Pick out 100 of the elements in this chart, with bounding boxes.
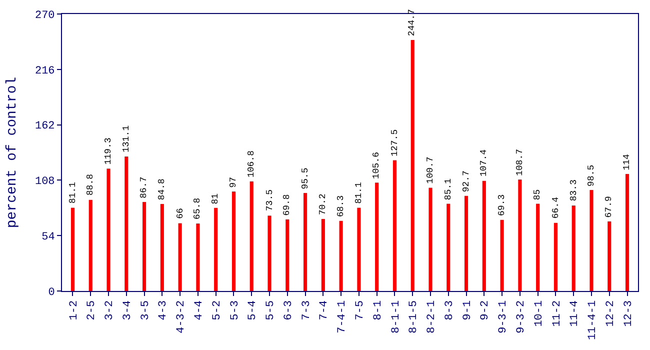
x-tick-label: 8-1-1 bbox=[390, 300, 402, 334]
x-tick-label: 8-2-1 bbox=[426, 300, 438, 334]
x-tick-label: 7-5 bbox=[354, 300, 367, 320]
bar bbox=[464, 196, 468, 291]
bar bbox=[232, 191, 236, 291]
bar bbox=[536, 204, 540, 291]
x-tick-label: 7-4-1 bbox=[336, 300, 349, 334]
bar bbox=[500, 220, 504, 291]
bar bbox=[124, 156, 128, 291]
x-tick-label: 5-2 bbox=[211, 300, 224, 320]
bar bbox=[357, 208, 361, 291]
data-label: 66 bbox=[175, 208, 186, 219]
data-label: 107.4 bbox=[478, 149, 489, 176]
data-label: 69.8 bbox=[282, 194, 292, 216]
bar bbox=[375, 182, 379, 291]
bar bbox=[106, 168, 110, 291]
data-label: 131.1 bbox=[121, 125, 132, 152]
bar bbox=[446, 204, 450, 291]
data-label: 97 bbox=[228, 176, 239, 188]
x-tick-label: 5-4 bbox=[247, 300, 260, 320]
data-label: 86.7 bbox=[139, 176, 150, 198]
data-label: 105.6 bbox=[372, 152, 382, 179]
data-label: 65.8 bbox=[192, 198, 202, 220]
x-tick-label: 4-3-2 bbox=[176, 300, 188, 334]
data-label: 106.8 bbox=[246, 150, 257, 178]
data-label: 67.9 bbox=[604, 196, 614, 218]
x-tick-label: 9-1 bbox=[462, 300, 474, 320]
x-tick-label: 4-3 bbox=[158, 300, 170, 320]
bar bbox=[142, 202, 146, 291]
bar bbox=[88, 200, 92, 291]
bar bbox=[482, 180, 486, 291]
bar bbox=[268, 216, 272, 291]
x-tick-label: 12-2 bbox=[604, 300, 617, 327]
data-label: 92.7 bbox=[461, 170, 472, 192]
x-tick-label: 8-1-5 bbox=[408, 300, 420, 334]
bar bbox=[196, 223, 200, 291]
bar bbox=[428, 188, 432, 291]
data-label: 88.8 bbox=[86, 174, 96, 196]
bar bbox=[410, 40, 414, 291]
bar bbox=[250, 181, 254, 291]
bar bbox=[625, 174, 630, 291]
data-label: 68.3 bbox=[336, 195, 346, 217]
x-tick-label: 11-4 bbox=[569, 300, 582, 327]
data-label: 98.5 bbox=[586, 164, 597, 186]
x-tick-label: 3-4 bbox=[122, 300, 134, 320]
data-label: 69.3 bbox=[497, 194, 508, 216]
data-label: 119.3 bbox=[103, 138, 114, 165]
bar bbox=[518, 179, 522, 291]
x-tick-label: 3-5 bbox=[140, 300, 152, 320]
data-label: 81.1 bbox=[354, 182, 364, 204]
x-tick-label: 5-5 bbox=[265, 300, 278, 320]
bar bbox=[160, 204, 164, 291]
y-tick-label: 108 bbox=[34, 176, 55, 188]
bar bbox=[321, 218, 325, 291]
data-label: 73.5 bbox=[264, 189, 275, 212]
data-label: 66.4 bbox=[550, 196, 561, 219]
y-tick-label: 54 bbox=[42, 231, 56, 244]
y-tick-label: 216 bbox=[34, 65, 55, 78]
data-label: 85 bbox=[532, 189, 543, 200]
x-tick-label: 9-2 bbox=[480, 300, 492, 320]
y-tick-label: 0 bbox=[48, 286, 55, 299]
data-label: 114 bbox=[622, 154, 632, 170]
x-tick-label: 9-3-2 bbox=[516, 300, 528, 334]
x-tick-label: 10-1 bbox=[533, 300, 546, 327]
x-tick-label: 8-1 bbox=[372, 300, 384, 320]
x-tick-label: 9-3-1 bbox=[498, 300, 510, 334]
y-tick-label: 270 bbox=[34, 10, 55, 22]
x-tick-label: 2-5 bbox=[86, 300, 98, 320]
x-tick-label: 4-4 bbox=[194, 300, 206, 320]
x-tick-label: 7-4 bbox=[318, 300, 331, 320]
y-tick-label: 162 bbox=[34, 120, 55, 133]
bar bbox=[608, 221, 612, 291]
x-tick-label: 5-3 bbox=[229, 300, 242, 320]
bar bbox=[178, 223, 182, 291]
bar bbox=[70, 208, 75, 291]
bar bbox=[286, 219, 290, 291]
bar bbox=[303, 193, 308, 291]
x-tick-label: 1-2 bbox=[68, 300, 80, 320]
x-tick-label: 11-4-1 bbox=[587, 300, 600, 340]
data-label: 244.7 bbox=[407, 9, 418, 36]
y-axis-title: percent of control bbox=[4, 76, 21, 228]
data-label: 95.5 bbox=[300, 168, 310, 190]
x-tick-label: 6-3 bbox=[282, 300, 295, 320]
data-label: 84.8 bbox=[157, 178, 168, 200]
bar bbox=[554, 222, 558, 291]
data-label: 70.2 bbox=[318, 194, 328, 216]
bar bbox=[392, 160, 397, 291]
data-label: 81.1 bbox=[68, 182, 78, 204]
bar bbox=[214, 208, 218, 291]
x-tick-label: 12-3 bbox=[622, 300, 635, 327]
bar bbox=[590, 190, 594, 291]
x-tick-label: 8-3 bbox=[444, 300, 456, 320]
x-tick-label: 7-3 bbox=[300, 300, 313, 320]
data-label: 127.5 bbox=[390, 129, 400, 156]
data-label: 81 bbox=[210, 193, 220, 204]
bar bbox=[339, 220, 343, 291]
data-label: 108.7 bbox=[514, 148, 525, 176]
data-label: 100.7 bbox=[425, 156, 436, 184]
x-tick-label: 11-2 bbox=[551, 300, 564, 327]
bar bbox=[572, 206, 576, 291]
